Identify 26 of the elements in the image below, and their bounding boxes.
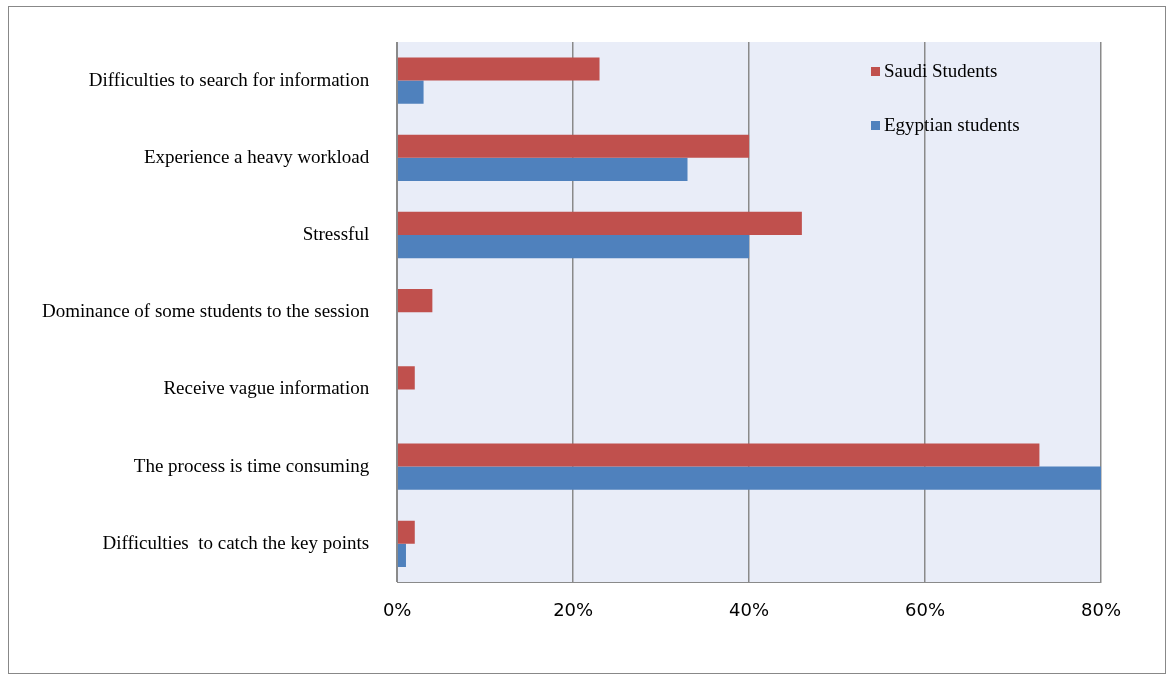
bar — [397, 211, 802, 235]
y-tick-label: Stressful — [302, 222, 370, 244]
bar — [397, 57, 600, 81]
x-tick-label: 0% — [382, 598, 412, 620]
y-tick-label: Difficulties to search for information — [88, 68, 370, 90]
bar — [397, 289, 433, 313]
y-tick-label: Difficulties to catch the key points — [102, 531, 370, 553]
y-tick-label: Experience a heavy workload — [143, 145, 370, 167]
bar — [397, 80, 424, 104]
y-tick-label: The process is time consuming — [133, 454, 370, 476]
legend-label: Egyptian students — [884, 114, 1020, 136]
y-tick-label: Dominance of some students to the session — [41, 300, 370, 322]
bar — [397, 235, 750, 259]
x-tick-label: 40% — [729, 598, 770, 620]
x-tick-label: 20% — [553, 598, 594, 620]
y-tick-label: Receive vague information — [163, 377, 370, 399]
bar — [397, 520, 415, 544]
bar — [397, 134, 750, 158]
bar — [397, 466, 1101, 490]
legend-label: Saudi Students — [884, 60, 998, 82]
x-tick-label: 60% — [905, 598, 946, 620]
bar — [397, 543, 406, 567]
bar — [397, 157, 688, 181]
x-tick-label: 80% — [1080, 598, 1122, 620]
bar — [397, 443, 1040, 467]
bar — [397, 366, 415, 390]
